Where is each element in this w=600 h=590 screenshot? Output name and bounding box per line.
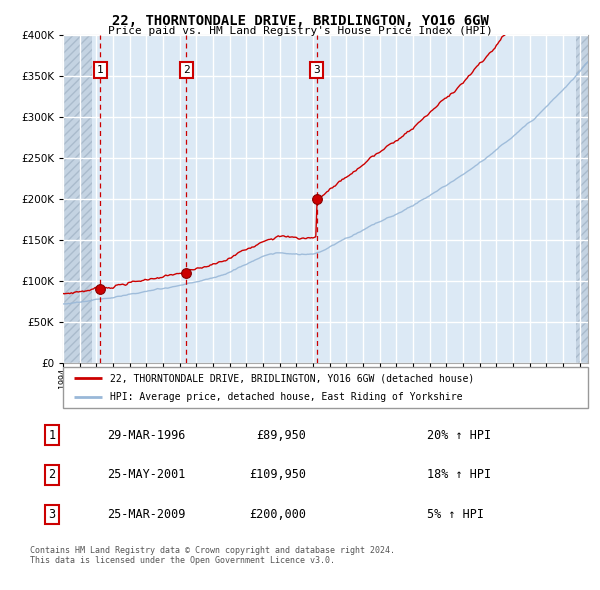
Text: 22, THORNTONDALE DRIVE, BRIDLINGTON, YO16 6GW: 22, THORNTONDALE DRIVE, BRIDLINGTON, YO1… — [112, 14, 488, 28]
Text: 18% ↑ HPI: 18% ↑ HPI — [427, 468, 491, 481]
Text: £109,950: £109,950 — [249, 468, 306, 481]
Text: 3: 3 — [49, 508, 56, 521]
Text: Price paid vs. HM Land Registry's House Price Index (HPI): Price paid vs. HM Land Registry's House … — [107, 26, 493, 36]
Text: 5% ↑ HPI: 5% ↑ HPI — [427, 508, 484, 521]
Text: HPI: Average price, detached house, East Riding of Yorkshire: HPI: Average price, detached house, East… — [110, 392, 463, 402]
Text: 20% ↑ HPI: 20% ↑ HPI — [427, 429, 491, 442]
Text: £200,000: £200,000 — [249, 508, 306, 521]
Text: 25-MAY-2001: 25-MAY-2001 — [107, 468, 185, 481]
Text: 2: 2 — [183, 65, 190, 75]
Text: 2: 2 — [49, 468, 56, 481]
Text: 22, THORNTONDALE DRIVE, BRIDLINGTON, YO16 6GW (detached house): 22, THORNTONDALE DRIVE, BRIDLINGTON, YO1… — [110, 373, 475, 383]
Text: 25-MAR-2009: 25-MAR-2009 — [107, 508, 185, 521]
Bar — [63, 35, 92, 363]
Text: £89,950: £89,950 — [256, 429, 306, 442]
Text: 3: 3 — [313, 65, 320, 75]
Bar — [575, 35, 588, 363]
Text: Contains HM Land Registry data © Crown copyright and database right 2024.
This d: Contains HM Land Registry data © Crown c… — [30, 546, 395, 565]
FancyBboxPatch shape — [63, 367, 588, 408]
Text: 1: 1 — [49, 429, 56, 442]
Text: 1: 1 — [97, 65, 104, 75]
Text: 29-MAR-1996: 29-MAR-1996 — [107, 429, 185, 442]
